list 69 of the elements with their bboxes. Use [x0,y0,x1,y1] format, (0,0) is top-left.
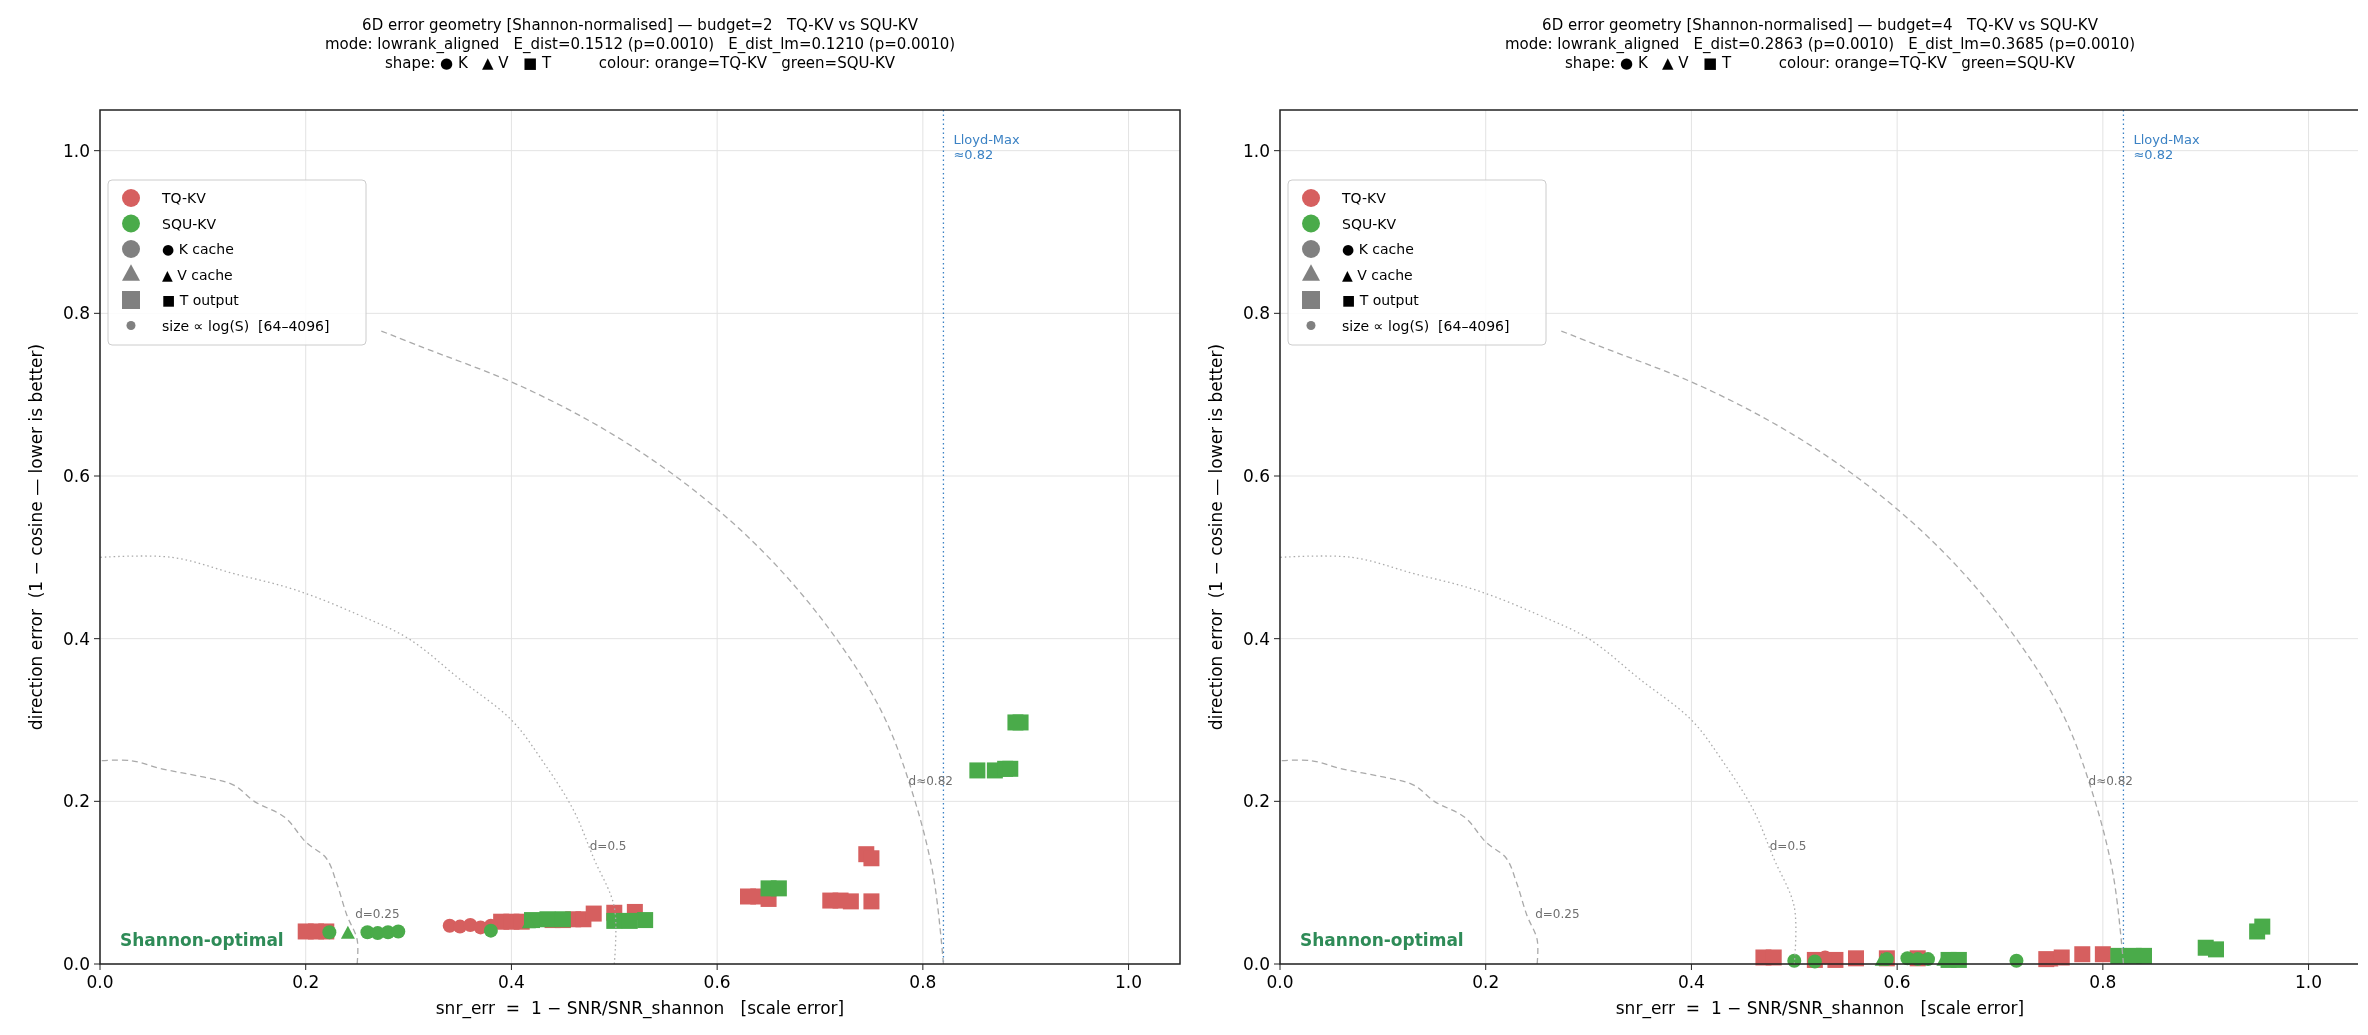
annotation: Shannon-optimal [1300,930,1464,950]
legend-label: SQU-KV [162,215,217,232]
annotation: d=0.25 [355,906,400,921]
y-tick-label: 1.0 [1242,140,1270,161]
y-tick-label: 0.2 [1242,791,1270,812]
point [1012,714,1029,731]
point [391,924,406,939]
point [863,850,880,867]
annotation: size ∝ log(S) [64–4096] [1342,317,1510,334]
y-tick-label: 0.8 [1242,303,1270,324]
y-tick-label: 0.6 [62,466,90,486]
point [842,893,859,910]
legend-label: SQU-KV [1342,215,1397,232]
point [340,925,355,939]
annotation: Shannon-optimal [120,930,284,950]
x-axis-title: snr_err = 1 − SNR/SNR_shannon [scale error] [435,998,845,1019]
point [863,893,880,910]
point [969,762,986,779]
annotation: d=0.25 [1535,906,1580,921]
annotation: ● K cache [162,241,234,257]
ref-line-label: Lloyd-Max ≈0.82 [953,132,1021,162]
x-axis-title: snr_err = 1 − SNR/SNR_shannon [scale error] [1615,998,2025,1019]
point [1002,760,1019,777]
annotation: d=0.5 [589,839,627,854]
x-tick-label: 0.0 [86,972,114,992]
x-tick-label: 0.6 [703,972,731,992]
point [637,912,654,929]
annotation: ■ T output [1342,292,1420,308]
x-tick-label: 0.4 [497,972,525,992]
x-tick-label: 0.2 [1472,972,1500,992]
annotation: size ∝ log(S) [64–4096] [162,317,330,334]
annotation: ■ T output [162,292,240,308]
annotation: d≈0.82 [2088,774,2133,789]
annotation: ● K cache [1342,241,1414,257]
x-tick-label: 0.0 [1266,972,1294,992]
chart-title: 6D error geometry [Shannon-normalised] — budget=4 TQ-KV vs SQU-KV [1542,16,2099,34]
x-tick-label: 0.2 [292,972,320,992]
annotation: d≈0.82 [908,774,953,789]
chart-title: 6D error geometry [Shannon-normalised] — budget=2 TQ-KV vs SQU-KV [362,16,919,34]
point [585,905,602,922]
y-axis-title: direction error (1 − cosine — lower is better) [26,343,46,731]
y-tick-label: 0.2 [62,791,90,812]
annotation: ▲ V cache [162,266,233,283]
y-tick-label: 0.4 [1242,628,1270,649]
point [770,880,787,897]
y-axis-title: direction error (1 − cosine — lower is better) [1206,343,1226,731]
x-tick-label: 0.8 [2089,972,2117,992]
y-tick-label: 0.8 [62,303,90,324]
y-tick-label: 1.0 [62,140,90,161]
point [621,912,638,929]
chart-subtitle: mode: lowrank_aligned E_dist=0.2863 (p=0.0010) E_dist_lm=0.3685 (p=0.0010) shape: ● K ▲ V ■ T colour: orange=TQ-KV green=SQU-KV [1504,35,2136,72]
x-tick-label: 1.0 [2295,972,2323,992]
x-tick-label: 0.6 [1883,972,1911,992]
chart-subtitle: mode: lowrank_aligned E_dist=0.1512 (p=0.0010) E_dist_lm=0.1210 (p=0.0010) shape: ● K ▲ V ■ T colour: orange=TQ-KV green=SQU-KV [324,35,956,72]
y-tick-label: 0.6 [1242,466,1270,486]
y-tick-label: 0.4 [62,628,90,649]
ref-line-label: Lloyd-Max ≈0.82 [2133,132,2201,162]
point [606,912,623,929]
x-tick-label: 0.4 [1677,972,1705,992]
y-tick-label: 0.0 [62,954,90,974]
y-tick-label: 0.0 [1242,954,1270,974]
annotation: d=0.5 [1769,839,1807,854]
annotation: ▲ V cache [1342,266,1413,283]
point [322,925,337,940]
legend-label: TQ-KV [161,190,207,206]
x-tick-label: 1.0 [1115,972,1143,992]
legend-label: TQ-KV [1341,190,1387,206]
point [483,923,498,938]
x-tick-label: 0.8 [909,972,937,992]
